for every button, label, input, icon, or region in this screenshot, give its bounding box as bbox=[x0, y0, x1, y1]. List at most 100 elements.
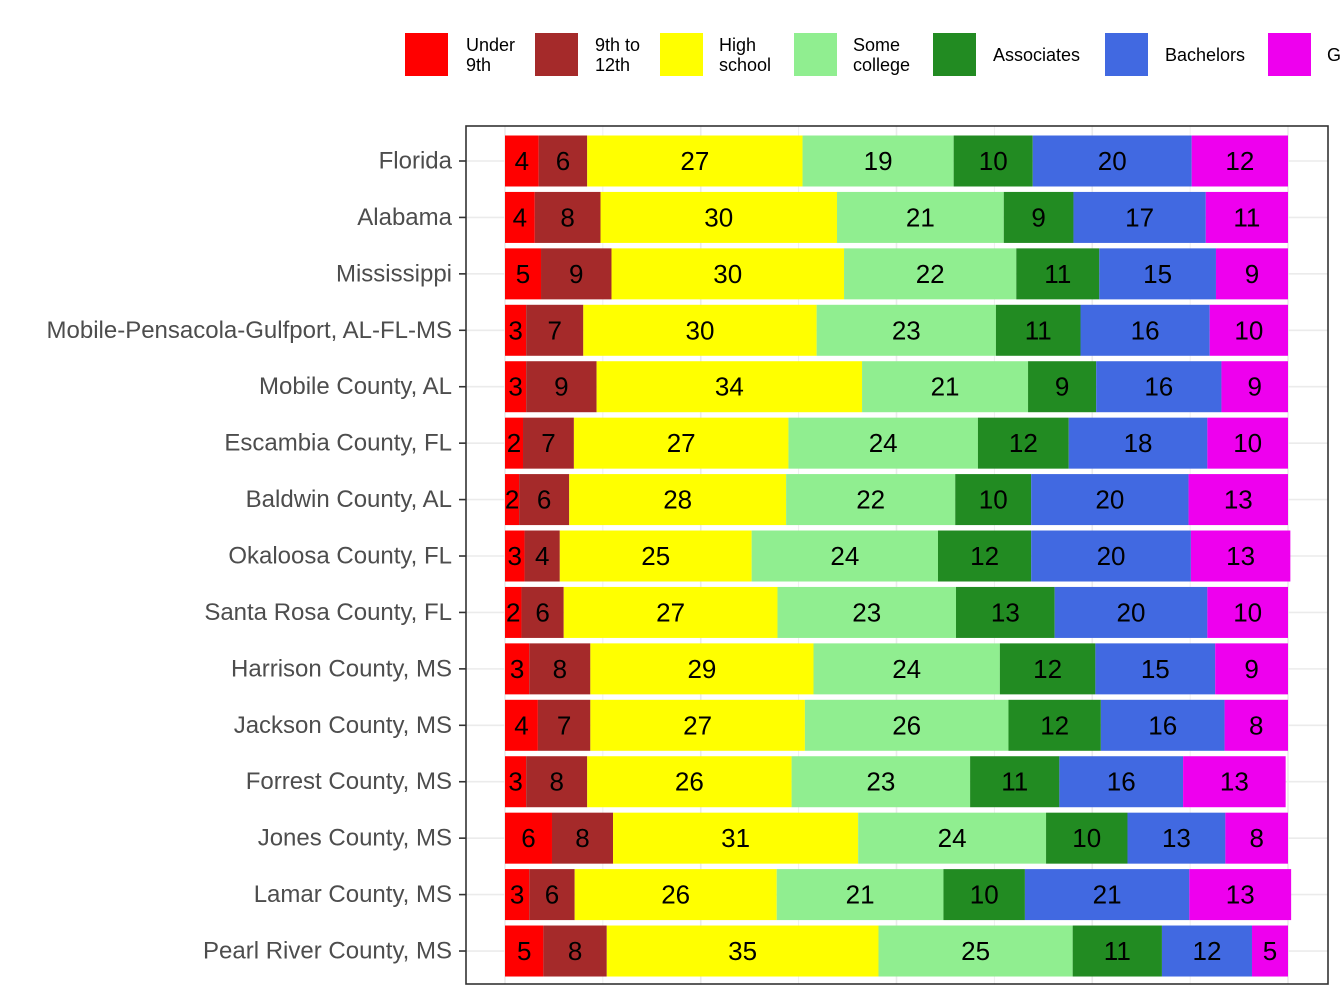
bar-row: 4 8 30 21 9 17 11 bbox=[505, 191, 1288, 243]
bar-segment bbox=[1096, 361, 1222, 413]
bar-segment bbox=[505, 248, 542, 300]
legend-label: 9th bbox=[466, 55, 491, 75]
bar-segment bbox=[1068, 417, 1208, 469]
bar-segment bbox=[563, 586, 778, 638]
data-label: 10 bbox=[1072, 823, 1101, 853]
data-label: 12 bbox=[1192, 936, 1221, 966]
data-label: 6 bbox=[535, 597, 549, 627]
bar-segment bbox=[505, 812, 552, 864]
data-label: 8 bbox=[1249, 710, 1263, 740]
bar-segment bbox=[534, 191, 601, 243]
data-label: 11 bbox=[1001, 767, 1028, 797]
bar-segment bbox=[1100, 699, 1225, 751]
data-label: 9 bbox=[1055, 372, 1069, 402]
bar-segment bbox=[862, 361, 1029, 413]
bar-segment bbox=[551, 812, 614, 864]
data-label: 10 bbox=[970, 880, 999, 910]
y-tick-label: Escambia County, FL bbox=[224, 430, 452, 457]
bar-segment bbox=[1191, 135, 1288, 187]
data-label: 16 bbox=[1107, 767, 1136, 797]
bar-segment bbox=[505, 191, 535, 243]
data-label: 12 bbox=[1033, 654, 1062, 684]
bar-segment bbox=[813, 643, 1000, 695]
bar-segment bbox=[505, 586, 522, 638]
data-label: 3 bbox=[508, 372, 522, 402]
data-label: 26 bbox=[892, 710, 921, 740]
bar-segment bbox=[858, 812, 1047, 864]
y-tick-label: Jackson County, MS bbox=[234, 712, 452, 739]
bar-segment bbox=[816, 304, 996, 356]
bar-segment bbox=[1189, 869, 1292, 921]
data-label: 2 bbox=[505, 485, 519, 515]
y-tick-label: Forrest County, MS bbox=[246, 768, 452, 795]
bar-segment bbox=[505, 304, 527, 356]
bar-segment bbox=[1188, 474, 1288, 526]
bar-segment bbox=[977, 417, 1069, 469]
data-label: 24 bbox=[938, 823, 967, 853]
data-label: 21 bbox=[906, 202, 935, 232]
data-label: 9 bbox=[1245, 259, 1259, 289]
data-label: 6 bbox=[537, 485, 551, 515]
bar-segment bbox=[1161, 925, 1252, 977]
data-label: 11 bbox=[1104, 936, 1131, 966]
bar-segment bbox=[1207, 417, 1288, 469]
data-label: 7 bbox=[557, 710, 571, 740]
data-label: 10 bbox=[979, 485, 1008, 515]
data-label: 4 bbox=[535, 541, 549, 571]
legend-key bbox=[535, 33, 578, 76]
data-label: 27 bbox=[680, 146, 709, 176]
bar-segment bbox=[526, 304, 584, 356]
data-label: 22 bbox=[856, 485, 885, 515]
bar-segment bbox=[529, 643, 591, 695]
data-label: 9 bbox=[554, 372, 568, 402]
bar-segment bbox=[611, 248, 845, 300]
bar-segment bbox=[776, 869, 944, 921]
legend-key bbox=[405, 33, 448, 76]
data-label: 20 bbox=[1095, 485, 1124, 515]
legend-label: 12th bbox=[595, 55, 630, 75]
data-label: 26 bbox=[675, 767, 704, 797]
legend-item: G bbox=[1268, 33, 1341, 76]
bar-segment bbox=[943, 869, 1025, 921]
data-label: 21 bbox=[931, 372, 960, 402]
data-label: 30 bbox=[686, 315, 715, 345]
bar-row: 2 6 28 22 10 20 13 bbox=[505, 474, 1288, 526]
bar-segment bbox=[505, 417, 524, 469]
bar-segment bbox=[587, 756, 792, 808]
data-label: 9 bbox=[1031, 202, 1045, 232]
data-label: 12 bbox=[1040, 710, 1069, 740]
data-label: 3 bbox=[510, 880, 524, 910]
bar-row: 5 9 30 22 11 15 9 bbox=[505, 248, 1288, 300]
legend-key bbox=[660, 33, 703, 76]
data-label: 27 bbox=[656, 597, 685, 627]
bar-segment bbox=[999, 643, 1096, 695]
bar-segment bbox=[569, 474, 787, 526]
bar-row: 3 7 30 23 11 16 10 bbox=[505, 304, 1288, 356]
data-label: 2 bbox=[507, 428, 521, 458]
bar-segment bbox=[955, 474, 1032, 526]
data-label: 21 bbox=[846, 880, 875, 910]
bar-segment bbox=[505, 361, 527, 413]
bar-segment bbox=[995, 304, 1081, 356]
bar-segment bbox=[606, 925, 879, 977]
data-label: 23 bbox=[852, 597, 881, 627]
bar-segment bbox=[1127, 812, 1226, 864]
bar-row: 6 8 31 24 10 13 8 bbox=[505, 812, 1288, 864]
data-label: 13 bbox=[1162, 823, 1191, 853]
bar-segment bbox=[1003, 191, 1074, 243]
data-label: 9 bbox=[569, 259, 583, 289]
data-label: 25 bbox=[961, 936, 990, 966]
data-label: 13 bbox=[991, 597, 1020, 627]
data-label: 3 bbox=[508, 541, 522, 571]
data-label: 2 bbox=[506, 597, 520, 627]
data-label: 30 bbox=[704, 202, 733, 232]
data-label: 20 bbox=[1117, 597, 1146, 627]
data-label: 12 bbox=[1009, 428, 1038, 458]
bar-segment bbox=[505, 756, 527, 808]
bar-segment bbox=[613, 812, 859, 864]
bar-segment bbox=[844, 248, 1017, 300]
data-label: 16 bbox=[1148, 710, 1177, 740]
